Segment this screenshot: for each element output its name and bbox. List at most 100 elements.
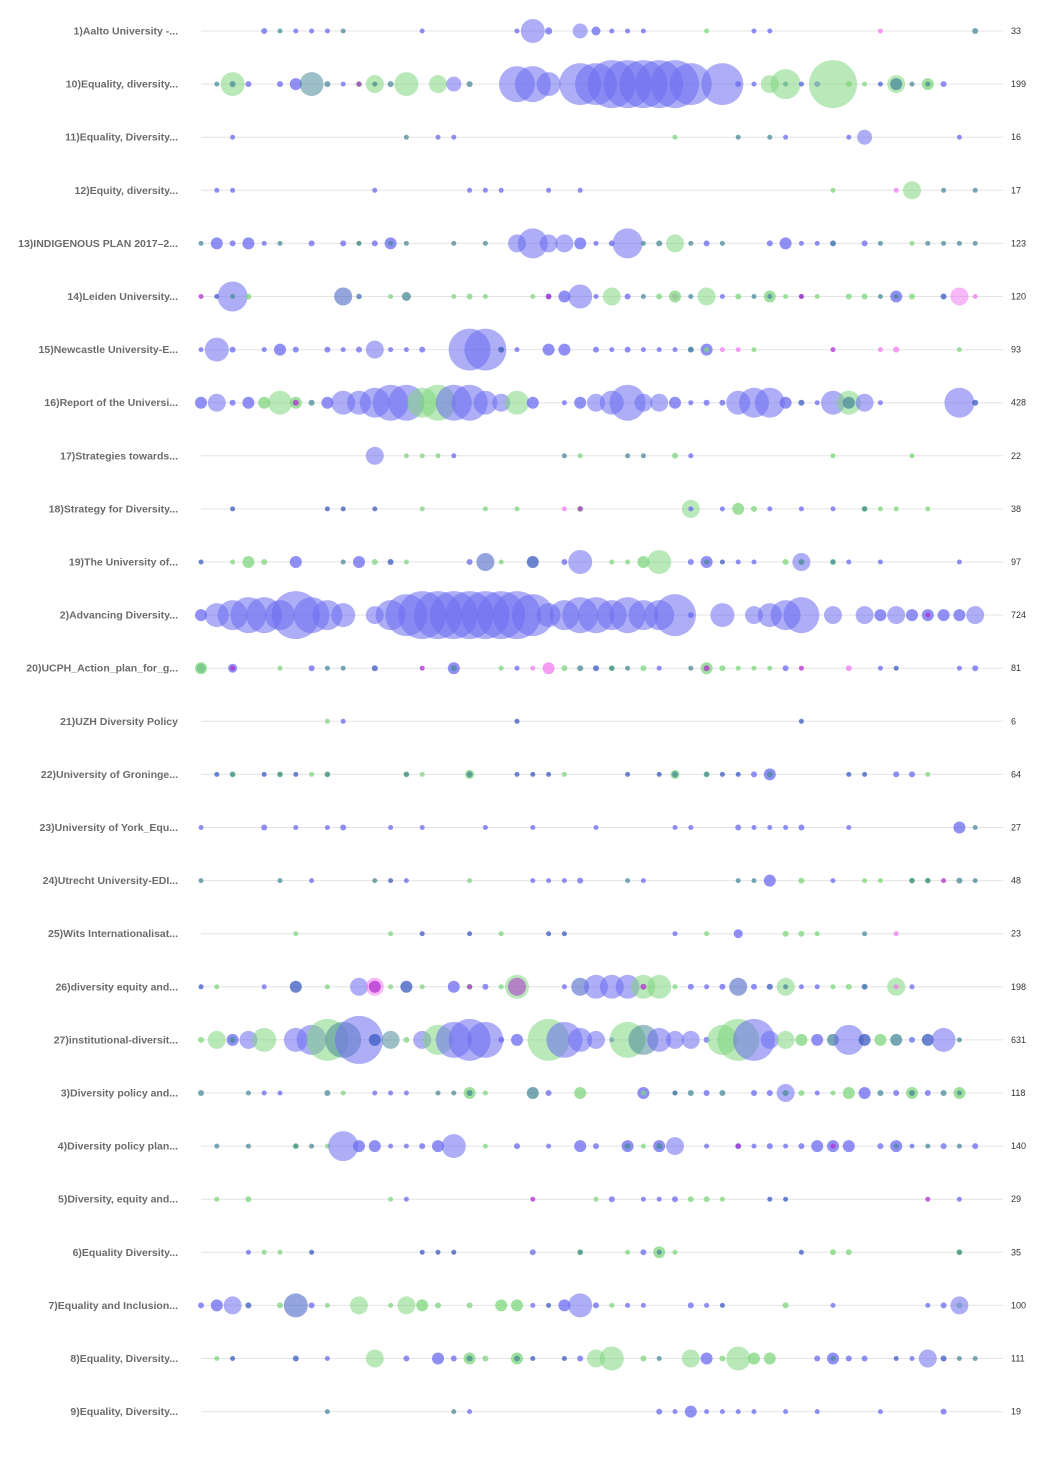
data-bubble[interactable] bbox=[846, 134, 852, 140]
data-bubble[interactable] bbox=[909, 1143, 915, 1149]
data-bubble[interactable] bbox=[704, 931, 710, 937]
data-bubble[interactable] bbox=[403, 1036, 410, 1043]
data-bubble[interactable] bbox=[229, 1036, 236, 1043]
data-bubble[interactable] bbox=[666, 1137, 684, 1156]
data-bubble[interactable] bbox=[198, 294, 204, 299]
data-bubble[interactable] bbox=[703, 1196, 710, 1203]
data-bubble[interactable] bbox=[719, 347, 725, 353]
data-bubble[interactable] bbox=[609, 665, 615, 671]
data-bubble[interactable] bbox=[703, 240, 710, 247]
data-bubble[interactable] bbox=[751, 347, 757, 353]
data-bubble[interactable] bbox=[893, 294, 899, 299]
data-bubble[interactable] bbox=[669, 396, 681, 409]
data-bubble[interactable] bbox=[925, 771, 931, 777]
data-bubble[interactable] bbox=[887, 606, 906, 625]
data-bubble[interactable] bbox=[640, 1355, 647, 1362]
data-bubble[interactable] bbox=[625, 1249, 631, 1255]
data-bubble[interactable] bbox=[239, 1030, 258, 1049]
data-bubble[interactable] bbox=[340, 559, 346, 565]
data-bubble[interactable] bbox=[482, 1355, 489, 1362]
data-bubble[interactable] bbox=[925, 81, 931, 87]
data-bubble[interactable] bbox=[466, 1090, 473, 1096]
data-bubble[interactable] bbox=[530, 771, 536, 777]
data-bubble[interactable] bbox=[230, 771, 236, 777]
data-bubble[interactable] bbox=[252, 1027, 277, 1052]
data-bubble[interactable] bbox=[640, 665, 647, 672]
data-bubble[interactable] bbox=[514, 665, 520, 671]
data-bubble[interactable] bbox=[763, 1352, 776, 1365]
data-bubble[interactable] bbox=[703, 1090, 710, 1096]
data-bubble[interactable] bbox=[530, 1196, 536, 1202]
data-bubble[interactable] bbox=[555, 234, 574, 253]
data-bubble[interactable] bbox=[482, 187, 488, 193]
data-bubble[interactable] bbox=[767, 28, 773, 34]
data-bubble[interactable] bbox=[435, 1249, 441, 1255]
data-bubble[interactable] bbox=[230, 134, 236, 140]
data-bubble[interactable] bbox=[666, 1030, 684, 1049]
data-bubble[interactable] bbox=[324, 1409, 330, 1415]
data-bubble[interactable] bbox=[368, 1140, 381, 1153]
data-bubble[interactable] bbox=[625, 771, 631, 777]
data-bubble[interactable] bbox=[574, 396, 587, 409]
data-bubble[interactable] bbox=[372, 187, 378, 193]
data-bubble[interactable] bbox=[640, 1196, 646, 1202]
data-bubble[interactable] bbox=[242, 556, 255, 568]
data-bubble[interactable] bbox=[640, 28, 646, 34]
data-bubble[interactable] bbox=[956, 240, 962, 246]
data-bubble[interactable] bbox=[814, 984, 820, 990]
data-bubble[interactable] bbox=[687, 559, 694, 565]
data-bubble[interactable] bbox=[640, 240, 646, 246]
data-bubble[interactable] bbox=[388, 1302, 394, 1308]
data-bubble[interactable] bbox=[858, 1087, 871, 1099]
data-bubble[interactable] bbox=[719, 665, 726, 672]
data-bubble[interactable] bbox=[809, 60, 857, 109]
data-bubble[interactable] bbox=[388, 931, 394, 937]
data-bubble[interactable] bbox=[602, 287, 621, 306]
data-bubble[interactable] bbox=[511, 1033, 523, 1046]
data-bubble[interactable] bbox=[783, 984, 789, 990]
data-bubble[interactable] bbox=[890, 1033, 903, 1046]
data-bubble[interactable] bbox=[593, 240, 599, 246]
data-bubble[interactable] bbox=[466, 81, 473, 88]
data-bubble[interactable] bbox=[400, 980, 413, 993]
data-bubble[interactable] bbox=[593, 1196, 599, 1202]
data-bubble[interactable] bbox=[845, 1249, 852, 1256]
data-bubble[interactable] bbox=[403, 134, 409, 140]
data-bubble[interactable] bbox=[536, 72, 561, 97]
data-bubble[interactable] bbox=[561, 984, 567, 990]
data-bubble[interactable] bbox=[950, 287, 969, 306]
data-bubble[interactable] bbox=[542, 343, 555, 356]
data-bubble[interactable] bbox=[229, 81, 236, 88]
data-bubble[interactable] bbox=[656, 1249, 662, 1255]
data-bubble[interactable] bbox=[909, 1036, 915, 1043]
data-bubble[interactable] bbox=[877, 665, 883, 671]
data-bubble[interactable] bbox=[931, 1027, 956, 1052]
data-bubble[interactable] bbox=[656, 347, 662, 353]
data-bubble[interactable] bbox=[703, 399, 710, 406]
data-bubble[interactable] bbox=[640, 347, 646, 353]
data-bubble[interactable] bbox=[830, 187, 836, 193]
data-bubble[interactable] bbox=[340, 1090, 346, 1096]
data-bubble[interactable] bbox=[368, 980, 381, 993]
data-bubble[interactable] bbox=[719, 1302, 725, 1308]
data-bubble[interactable] bbox=[546, 771, 552, 777]
data-bubble[interactable] bbox=[388, 1196, 394, 1202]
data-bubble[interactable] bbox=[688, 825, 694, 830]
data-bubble[interactable] bbox=[324, 1090, 331, 1096]
data-bubble[interactable] bbox=[830, 1356, 836, 1361]
data-bubble[interactable] bbox=[482, 1090, 488, 1096]
data-bubble[interactable] bbox=[893, 665, 899, 671]
data-bubble[interactable] bbox=[432, 1352, 444, 1365]
data-bubble[interactable] bbox=[593, 1302, 599, 1309]
data-bubble[interactable] bbox=[419, 28, 425, 34]
data-bubble[interactable] bbox=[568, 1027, 593, 1052]
data-bubble[interactable] bbox=[498, 1036, 505, 1043]
data-bubble[interactable] bbox=[766, 1143, 773, 1150]
data-bubble[interactable] bbox=[514, 1355, 520, 1362]
data-bubble[interactable] bbox=[520, 19, 545, 43]
data-bubble[interactable] bbox=[371, 240, 378, 247]
data-bubble[interactable] bbox=[388, 1143, 394, 1149]
data-bubble[interactable] bbox=[451, 1249, 457, 1255]
data-bubble[interactable] bbox=[214, 1143, 220, 1149]
data-bubble[interactable] bbox=[464, 328, 507, 371]
